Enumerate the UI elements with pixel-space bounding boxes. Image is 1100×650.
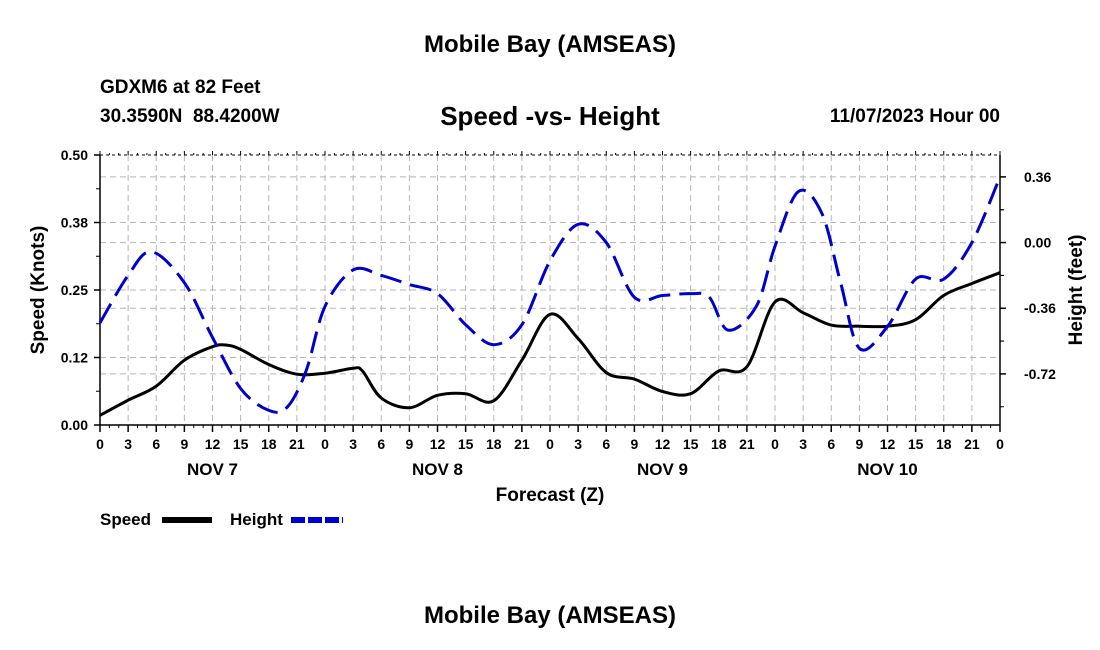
x-tick-label: 21 (964, 436, 980, 452)
chart-title-bottom: Mobile Bay (AMSEAS) (423, 602, 677, 629)
x-tick-label: 12 (205, 436, 221, 452)
x-axis-title: Forecast (Z) (496, 485, 605, 506)
legend: Speed Height (100, 510, 343, 529)
y-tick-label: 0.38 (61, 215, 88, 231)
y2-tick-label: -0.72 (1024, 366, 1056, 382)
axis-labels: 0.00 0.12 0.25 0.38 0.50 0.36 0.00 -0.36 -0.72 0 3… (28, 147, 1087, 506)
x-tick-label: 15 (458, 436, 474, 452)
y-tick-label: 0.00 (61, 417, 88, 433)
legend-height-label: Height (230, 510, 283, 529)
chart-subtitle: Speed -vs- Height (440, 101, 660, 131)
x-tick-label: 3 (799, 436, 807, 452)
x-tick-label: 12 (430, 436, 446, 452)
x-tick-label: 18 (486, 436, 502, 452)
day-label: NOV 7 (187, 460, 238, 479)
x-tick-label: 21 (739, 436, 755, 452)
x-tick-label: 0 (546, 436, 554, 452)
y-tick-label: 0.12 (61, 350, 88, 366)
y2-tick-label: 0.00 (1024, 235, 1051, 251)
x-tick-label: 18 (261, 436, 277, 452)
x-tick-label: 3 (349, 436, 357, 452)
x-tick-label: 6 (152, 436, 160, 452)
speed-series-line (99, 271, 1001, 417)
day-label: NOV 9 (637, 460, 688, 479)
coordinates-label: 30.3590N 88.4200W (100, 106, 280, 127)
axes (94, 151, 1006, 432)
x-tick-label: 15 (908, 436, 924, 452)
x-tick-label: 3 (574, 436, 582, 452)
x-tick-label: 15 (683, 436, 699, 452)
x-tick-label: 0 (771, 436, 779, 452)
x-tick-label: 9 (855, 436, 863, 452)
day-label: NOV 10 (857, 460, 917, 479)
y-axis-title: Speed (Knots) (28, 226, 49, 355)
day-label: NOV 8 (412, 460, 463, 479)
x-tick-label: 15 (233, 436, 249, 452)
y2-tick-label: -0.36 (1024, 300, 1056, 316)
x-tick-label: 0 (321, 436, 329, 452)
x-tick-label: 9 (405, 436, 413, 452)
x-tick-label: 3 (124, 436, 132, 452)
y2-tick-label: 0.36 (1024, 169, 1051, 185)
x-tick-label: 0 (96, 436, 104, 452)
data-series (98, 176, 1002, 417)
x-tick-label: 21 (289, 436, 305, 452)
x-tick-label: 6 (827, 436, 835, 452)
x-tick-label: 0 (996, 436, 1004, 452)
x-tick-label: 6 (602, 436, 610, 452)
grid-lines (100, 155, 1000, 425)
chart-title-top: Mobile Bay (AMSEAS) (423, 31, 677, 58)
station-label: GDXM6 at 82 Feet (100, 77, 261, 98)
y-tick-label: 0.50 (61, 147, 88, 163)
y2-axis-title: Height (feet) (1066, 235, 1087, 346)
x-tick-label: 18 (936, 436, 952, 452)
x-tick-label: 9 (180, 436, 188, 452)
x-tick-label: 6 (377, 436, 385, 452)
height-series-line (98, 176, 1002, 414)
x-tick-label: 12 (880, 436, 896, 452)
x-tick-label: 18 (711, 436, 727, 452)
x-tick-label: 12 (655, 436, 671, 452)
legend-speed-label: Speed (100, 510, 151, 529)
x-tick-label: 9 (630, 436, 638, 452)
y-tick-label: 0.25 (61, 282, 88, 298)
datetime-label: 11/07/2023 Hour 00 (829, 106, 1000, 127)
x-tick-label: 21 (514, 436, 530, 452)
